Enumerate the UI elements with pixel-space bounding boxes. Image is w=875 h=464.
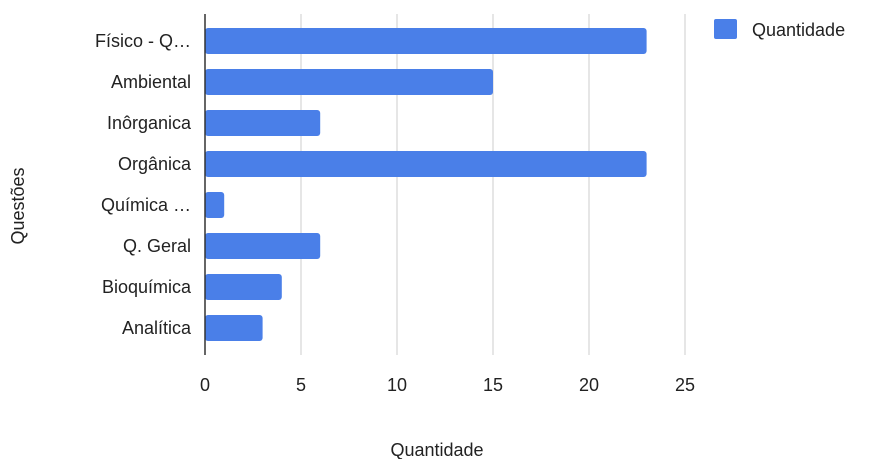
x-tick-label: 25 [675,375,695,395]
bar [205,192,225,218]
bar [205,110,321,136]
category-label: Inôrganica [107,113,192,133]
category-label: Orgânica [118,154,192,174]
legend: Quantidade [714,19,845,40]
category-label: Bioquímica [102,277,192,297]
bar [205,151,647,177]
category-label: Físico - Q… [95,31,191,51]
bars [205,28,647,341]
x-tick-label: 5 [296,375,306,395]
category-label: Q. Geral [123,236,191,256]
y-axis-title: Questões [8,167,28,244]
bar [205,28,647,54]
bar [205,315,263,341]
bar [205,69,493,95]
x-tick-label: 20 [579,375,599,395]
bar [205,274,282,300]
x-tick-labels: 0 5 10 15 20 25 [200,375,695,395]
x-tick-label: 15 [483,375,503,395]
grid-lines [300,14,686,355]
category-label: Química … [101,195,191,215]
legend-label: Quantidade [752,20,845,40]
legend-swatch [714,19,737,39]
category-labels: Físico - Q… Ambiental Inôrganica Orgânica Qu… [95,31,192,338]
category-label: Analítica [122,318,192,338]
category-label: Ambiental [111,72,191,92]
x-tick-label: 10 [387,375,407,395]
x-axis-title: Quantidade [390,440,483,459]
bar [205,233,321,259]
x-tick-label: 0 [200,375,210,395]
